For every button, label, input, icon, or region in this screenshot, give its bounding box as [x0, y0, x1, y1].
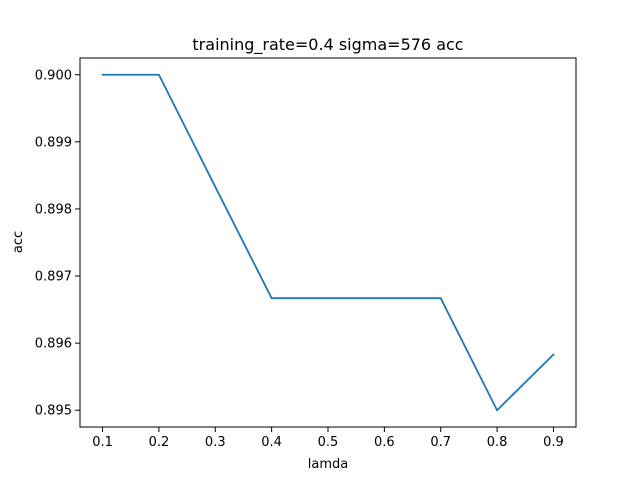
chart-title: training_rate=0.4 sigma=576 acc [192, 35, 463, 55]
x-axis-ticks: 0.1 0.2 0.3 0.4 0.5 0.6 0.7 0.8 0.9 [92, 427, 564, 450]
y-tick-label: 0.899 [35, 135, 72, 150]
x-tick-label: 0.9 [543, 435, 564, 450]
y-tick-label: 0.898 [35, 202, 72, 217]
y-axis-label: acc [11, 231, 26, 253]
x-tick-label: 0.2 [149, 435, 170, 450]
y-tick-label: 0.897 [35, 270, 72, 285]
x-tick-label: 0.7 [430, 435, 451, 450]
y-tick-label: 0.895 [35, 404, 72, 419]
x-tick-label: 0.1 [92, 435, 113, 450]
x-tick-label: 0.5 [318, 435, 339, 450]
x-tick-label: 0.3 [205, 435, 226, 450]
x-tick-label: 0.8 [487, 435, 508, 450]
x-tick-label: 0.4 [261, 435, 282, 450]
x-tick-label: 0.6 [374, 435, 395, 450]
plot-frame [79, 57, 577, 428]
y-tick-label: 0.900 [35, 68, 72, 83]
y-axis-ticks: 0.895 0.896 0.897 0.898 0.899 0.900 [35, 68, 80, 419]
series-layer [101, 73, 555, 412]
y-tick-label: 0.896 [35, 337, 72, 352]
x-axis-label: lamda [308, 457, 348, 472]
